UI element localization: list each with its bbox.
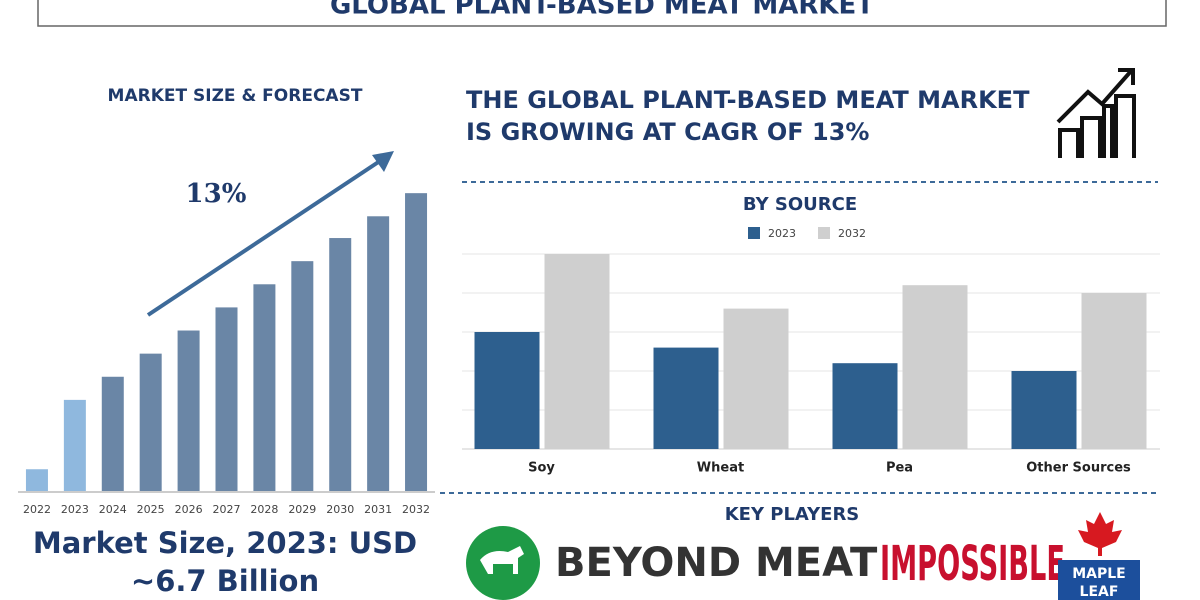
bar	[177, 330, 200, 491]
bar	[474, 332, 540, 449]
bar	[653, 347, 719, 449]
bar	[544, 254, 610, 449]
legend-swatch	[748, 227, 760, 239]
x-tick-label: Wheat	[697, 461, 744, 476]
bar	[139, 353, 162, 491]
bar	[291, 261, 314, 491]
chart-title: BY SOURCE	[743, 194, 857, 215]
bar	[1081, 293, 1147, 449]
chart-title: MARKET SIZE & FORECAST	[108, 86, 363, 106]
bar	[329, 238, 352, 491]
x-tick-label: 2022	[23, 503, 51, 516]
x-tick-label: 2030	[326, 503, 354, 516]
legend-swatch	[818, 227, 830, 239]
x-tick-label: 2026	[175, 503, 203, 516]
bar	[405, 193, 428, 491]
bar	[723, 308, 789, 449]
headline: THE GLOBAL PLANT-BASED MEAT MARKET	[466, 86, 1030, 114]
bar	[215, 307, 238, 491]
bar	[832, 363, 898, 449]
annotation: 13%	[186, 179, 247, 209]
x-tick-label: 2027	[213, 503, 241, 516]
x-tick-label: 2023	[61, 503, 89, 516]
arrow-head	[372, 151, 394, 172]
bar	[902, 285, 968, 449]
x-tick-label: 2024	[99, 503, 127, 516]
bar	[63, 399, 86, 491]
legend-label: 2023	[768, 227, 796, 240]
title-box	[37, 0, 1167, 27]
bar	[1011, 371, 1077, 449]
x-tick-label: 2032	[402, 503, 430, 516]
page-title: GLOBAL PLANT-BASED MEAT MARKET	[330, 0, 874, 21]
growth-icon	[1056, 68, 1136, 158]
market-size: Market Size, 2023: USD	[33, 526, 417, 560]
bar	[25, 469, 48, 491]
x-tick-label: 2025	[137, 503, 165, 516]
legend-label: 2032	[838, 227, 866, 240]
player-name: BEYOND MEAT	[555, 540, 878, 586]
bar	[101, 376, 124, 491]
player-name: LEAF	[1080, 584, 1119, 600]
headline: IS GROWING AT CAGR OF 13%	[466, 118, 869, 146]
player-name: MAPLE	[1072, 566, 1126, 582]
bar	[367, 216, 390, 491]
key-players-title: KEY PLAYERS	[725, 504, 860, 525]
bar	[253, 284, 276, 491]
maple-logo	[1058, 512, 1140, 600]
x-tick-label: 2031	[364, 503, 392, 516]
market-size: ~6.7 Billion	[131, 564, 319, 598]
x-tick-label: Other Sources	[1026, 461, 1131, 476]
trend-arrow	[146, 155, 388, 317]
beyond-logo	[466, 526, 540, 600]
x-tick-label: 2029	[288, 503, 316, 516]
x-tick-label: Soy	[528, 461, 555, 476]
x-tick-label: Pea	[886, 461, 913, 476]
x-tick-label: 2028	[250, 503, 278, 516]
player-name: IMPOSSIBLE	[880, 537, 1065, 592]
